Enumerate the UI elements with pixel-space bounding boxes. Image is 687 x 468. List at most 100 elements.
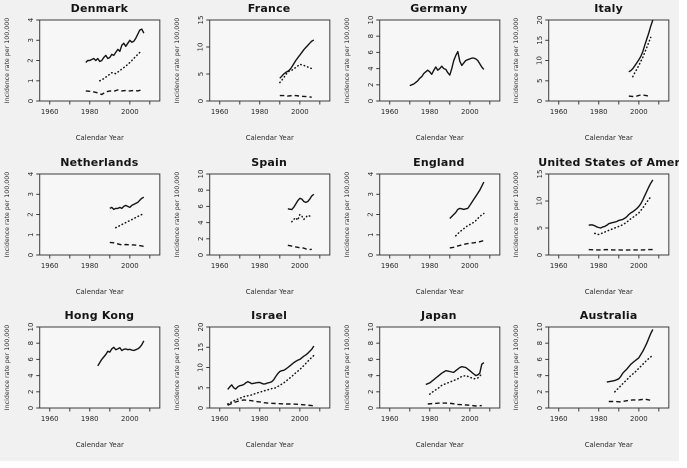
plot-area [378,326,500,409]
y-tick-label: 2 [27,390,35,394]
y-tick-label: 20 [536,16,544,24]
x-tick-label: 1960 [41,108,59,116]
y-tick-label: 1 [27,79,35,83]
y-tick-label: 10 [536,196,544,205]
x-tick-label: 1980 [590,108,608,116]
plot-area [548,173,670,256]
x-tick-label: 2000 [630,262,648,270]
series-dashed [227,399,314,407]
x-tick-label: 1960 [211,262,229,270]
y-tick-label: 0 [197,252,205,256]
line-chart-netherlands: 1960 1980 2000 0 1 2 3 4 Calendar Year Incidence … [4,171,161,296]
series-dotted [594,195,652,235]
series-solid [279,39,314,79]
series-solid [287,193,315,210]
y-tick-label: 10 [366,323,374,331]
chart-panel-israel: Israel 1960 1980 2000 0 5 10 15 20 Calendar Year… [170,307,340,461]
y-axis-label: Incidence rate per 100,000 [513,171,520,256]
y-tick-label: 15 [197,343,205,352]
y-tick-label: 0 [27,99,35,103]
series-dotted [428,373,483,396]
x-tick-label: 1960 [380,108,398,116]
x-axis-label: Calendar Year [585,288,633,296]
x-tick-label: 2000 [121,415,139,423]
line-chart-france: 1960 1980 2000 0 5 10 15 Calendar Year Incidence… [174,16,331,142]
chart-panel-france: France 1960 1980 2000 0 5 10 15 Calendar Year In… [170,0,340,154]
line-chart-spain: 1960 1980 2000 0 2 4 6 8 10 Calendar Year Incidenc… [174,170,331,296]
series-dotted [614,353,654,393]
y-tick-label: 1 [27,232,35,236]
series-dotted [632,36,652,78]
x-tick-label: 1960 [380,415,398,423]
y-axis-label: Incidence rate per 100,000 [513,18,520,103]
series-solid [97,340,145,367]
y-tick-label: 5 [536,79,544,83]
series-solid [85,28,145,63]
series-dotted [290,213,313,223]
line-chart-germany: 1960 1980 2000 0 2 4 6 8 10 Calendar Year Incidenc… [343,16,500,142]
x-axis-label: Calendar Year [415,134,463,142]
y-tick-label: 8 [536,341,544,345]
x-tick-label: 1960 [550,415,568,423]
y-tick-label: 6 [536,357,544,361]
chart-title: France [247,2,291,15]
incidence-rate-small-multiples-figure: Denmark 1960 1980 2000 0 1 2 3 4 Calendar Year In… [0,0,679,461]
chart-title: Hong Kong [64,309,135,323]
y-tick-label: 2 [27,58,35,62]
chart-title: Netherlands [60,155,139,169]
x-axis-label: Calendar Year [585,441,633,449]
line-chart-australia: 1960 1980 2000 0 2 4 6 8 10 Calendar Year Incidenc… [513,323,670,449]
y-tick-label: 8 [197,188,205,192]
series-solid [448,181,484,219]
plot-area [208,326,331,409]
y-tick-label: 3 [27,192,35,196]
y-tick-label: 0 [366,252,374,256]
chart-title: Australia [579,309,638,323]
y-tick-label: 10 [536,323,544,331]
series-solid [588,179,654,229]
y-tick-label: 2 [366,83,374,87]
y-tick-label: 2 [366,390,374,394]
y-tick-label: 8 [366,341,374,345]
y-tick-label: 0 [197,99,205,103]
plot-area [208,19,331,102]
y-tick-label: 15 [197,16,205,24]
y-tick-label: 10 [197,363,205,372]
series-solid [409,50,484,87]
x-axis-label: Calendar Year [245,134,293,142]
x-tick-label: 2000 [630,108,648,116]
series-dotted [99,49,143,82]
x-axis-label: Calendar Year [415,441,463,449]
y-tick-label: 20 [197,323,205,331]
y-tick-label: 0 [366,99,374,103]
y-tick-label: 6 [197,204,205,208]
chart-title: Spain [251,155,288,169]
y-tick-label: 3 [27,38,35,42]
series-dashed [449,239,484,249]
y-tick-label: 4 [366,171,374,176]
x-axis-label: Calendar Year [76,441,124,449]
x-tick-label: 2000 [630,415,648,423]
y-tick-label: 2 [366,212,374,216]
x-tick-label: 2000 [461,108,479,116]
x-tick-label: 1960 [211,108,229,116]
line-chart-denmark: 1960 1980 2000 0 1 2 3 4 Calendar Year Incidence … [4,17,161,142]
x-tick-label: 1980 [590,415,608,423]
y-tick-label: 0 [27,406,35,410]
line-chart-usa: 1960 1980 2000 0 5 10 15 Calendar Year Incidence… [513,170,670,296]
y-tick-label: 2 [197,236,205,240]
y-tick-label: 4 [366,373,374,378]
chart-panel-usa: United States of America 196019802000051… [509,154,679,308]
x-tick-label: 2000 [291,415,309,423]
y-tick-label: 0 [536,99,544,103]
x-tick-label: 2000 [461,415,479,423]
chart-panel-australia: Australia 1960 1980 2000 0 2 4 6 8 10 Calendar Ye… [509,307,679,461]
chart-title: Denmark [70,2,129,15]
x-tick-label: 2000 [291,262,309,270]
plot-area [548,19,670,102]
x-tick-label: 1980 [81,262,99,270]
x-axis-label: Calendar Year [245,288,293,296]
y-tick-label: 4 [197,219,205,224]
x-tick-label: 1960 [41,415,59,423]
series-solid [606,329,654,383]
